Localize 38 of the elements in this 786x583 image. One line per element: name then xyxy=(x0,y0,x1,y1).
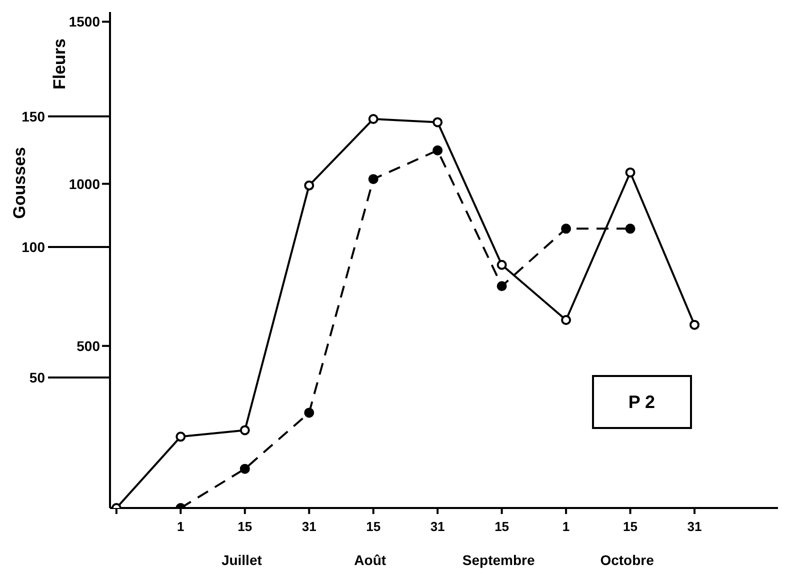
y-tick-label: 1500 xyxy=(68,14,100,30)
x-tick-label: 31 xyxy=(687,519,702,534)
text: Octobre xyxy=(599,552,655,568)
point xyxy=(432,117,443,128)
x-tick-label: 15 xyxy=(494,519,510,534)
y2-tick-label: 150 xyxy=(22,108,46,124)
x-tick-label: 1 xyxy=(177,519,184,534)
text: Septembre xyxy=(461,552,536,568)
point xyxy=(176,432,186,442)
point xyxy=(432,145,443,156)
y2-axis-title: Gousses xyxy=(10,147,30,219)
point xyxy=(240,425,250,436)
point xyxy=(368,174,378,184)
x-tick-label: 15 xyxy=(238,519,252,534)
x-tick-label: 15 xyxy=(623,519,638,534)
x-tick-label: 15 xyxy=(366,519,381,534)
point xyxy=(561,314,572,325)
point xyxy=(625,224,636,234)
x-tick-label: 1 xyxy=(562,519,570,534)
text: Juillet xyxy=(220,552,263,568)
point xyxy=(690,320,700,330)
y-tick-label: 500 xyxy=(76,338,100,354)
point xyxy=(240,464,250,474)
annotation: P 2 xyxy=(592,375,692,429)
point xyxy=(561,224,572,234)
point xyxy=(496,260,507,270)
point xyxy=(368,114,378,124)
point xyxy=(625,167,636,178)
x-tick-label: 31 xyxy=(302,519,316,534)
point xyxy=(304,180,314,190)
y-tick-label: 1000 xyxy=(68,176,100,192)
point xyxy=(304,408,314,418)
y2-tick-label: 50 xyxy=(29,369,46,386)
y2-tick-label: 100 xyxy=(22,238,46,255)
point xyxy=(496,281,507,292)
text: Août xyxy=(353,552,388,568)
x-tick-label: 31 xyxy=(430,519,445,534)
y-axis-title: Fleurs xyxy=(50,38,70,90)
